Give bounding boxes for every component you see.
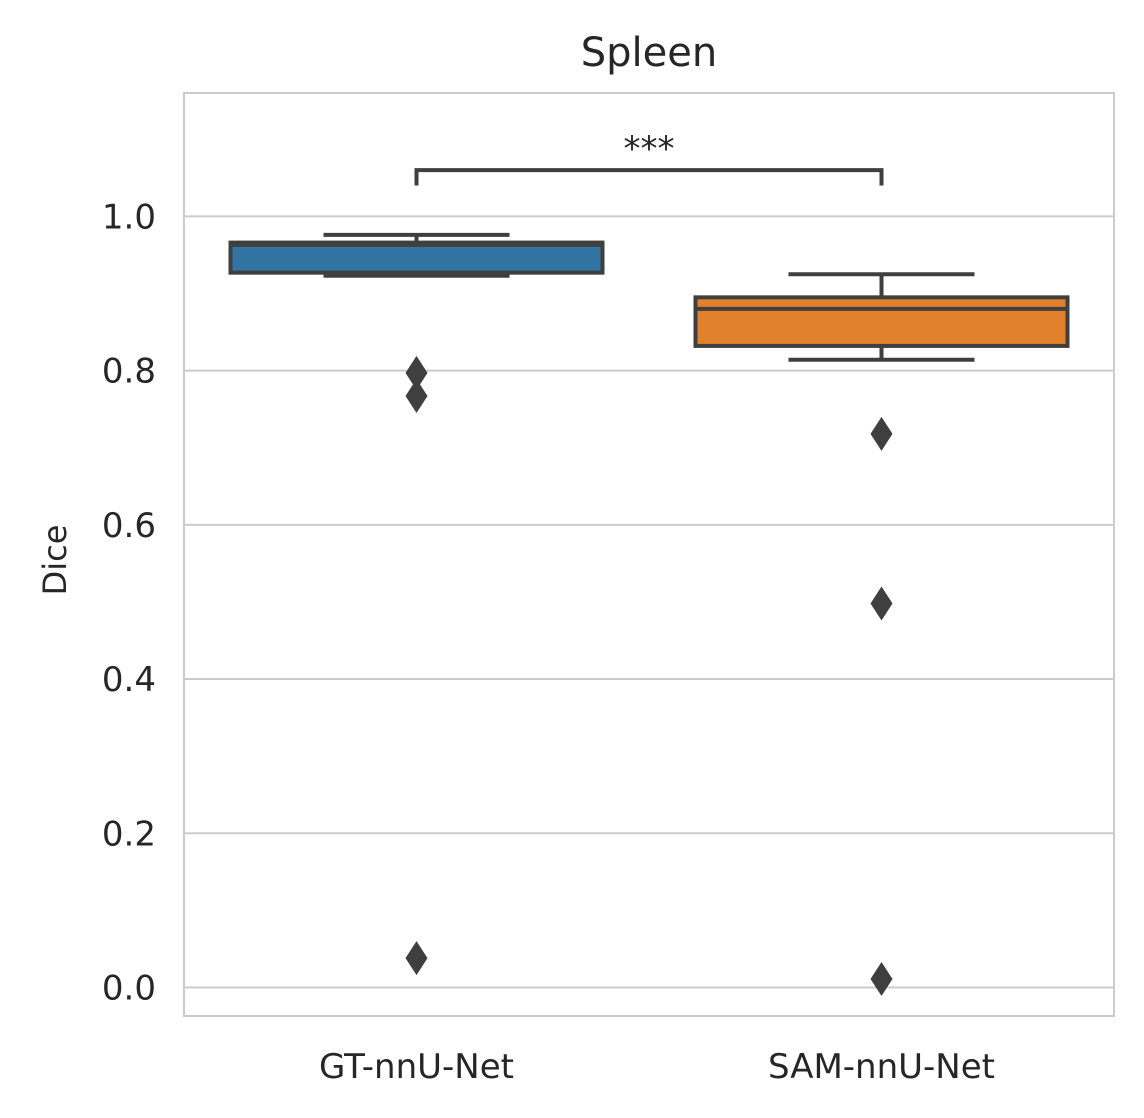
- box-iqr: [693, 295, 1070, 348]
- outlier-point: [405, 355, 428, 390]
- y-tick-label: 0.8: [102, 352, 156, 392]
- box-iqr: [228, 240, 605, 275]
- box-group: [228, 232, 605, 976]
- significance-bracket: [414, 168, 884, 186]
- y-tick-label: 0.2: [102, 814, 156, 854]
- outlier-point: [870, 961, 893, 996]
- boxes: [228, 232, 1070, 996]
- y-axis-label: Dice: [36, 525, 74, 596]
- outlier-point: [870, 586, 893, 621]
- box-group: [693, 272, 1070, 996]
- significance-label: ***: [624, 129, 675, 169]
- significance-annotation: ***: [414, 129, 884, 186]
- y-axis-ticks: 0.0 0.2 0.4 0.6 0.8 1.0: [102, 197, 156, 1008]
- x-tick-label: GT-nnU-Net: [319, 1047, 514, 1087]
- y-tick-label: 1.0: [102, 197, 156, 237]
- outlier-point: [405, 941, 428, 976]
- x-tick-label: SAM-nnU-Net: [768, 1047, 995, 1087]
- gridlines: [184, 215, 1114, 989]
- outlier-point: [870, 416, 893, 451]
- chart-title: Spleen: [581, 30, 717, 76]
- x-axis-ticks: GT-nnU-Net SAM-nnU-Net: [319, 1047, 995, 1087]
- outlier-point: [405, 379, 428, 414]
- y-tick-label: 0.4: [102, 660, 156, 700]
- y-tick-label: 0.0: [102, 968, 156, 1008]
- plot-area: [183, 92, 1115, 1017]
- y-tick-label: 0.6: [102, 506, 156, 546]
